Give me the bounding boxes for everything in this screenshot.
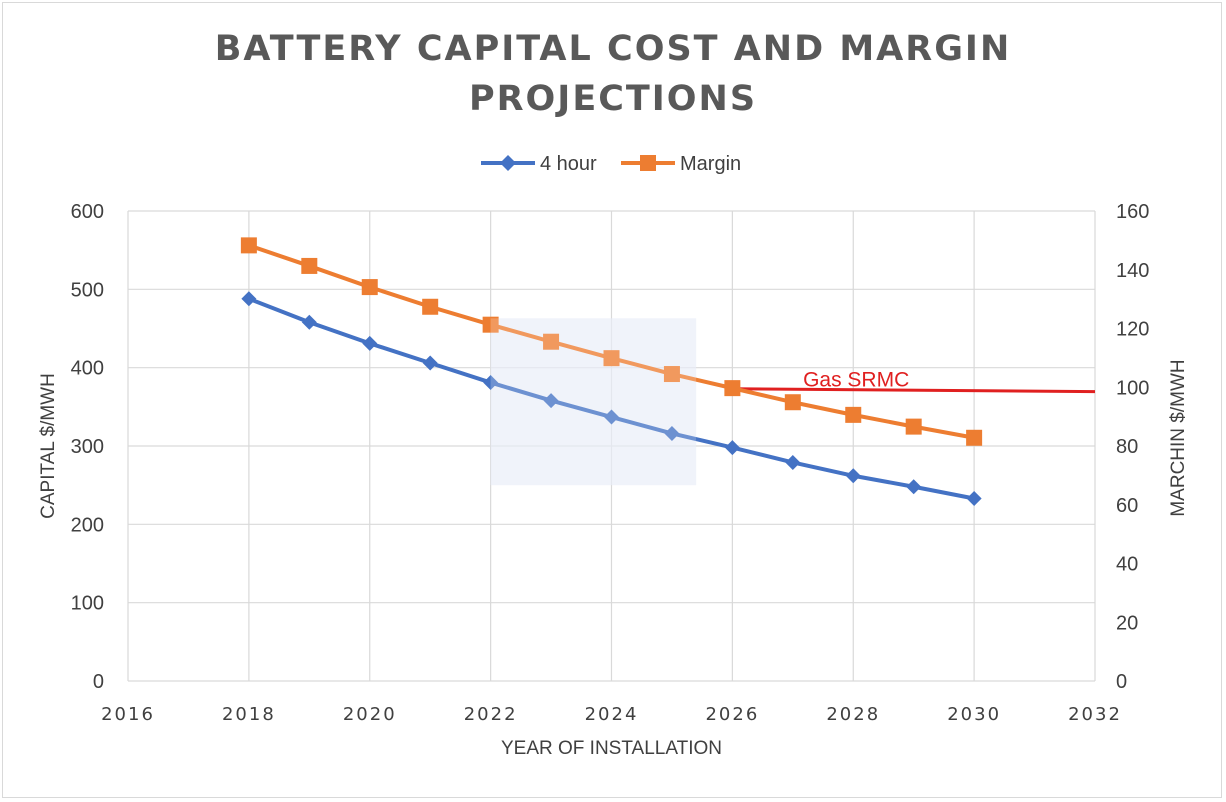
x-tick-label: 2026 bbox=[705, 704, 759, 725]
data-point-4-hour bbox=[785, 454, 801, 470]
data-point-margin bbox=[966, 429, 983, 446]
y-right-tick-label: 0 bbox=[1116, 671, 1127, 693]
data-point-margin bbox=[603, 350, 620, 367]
x-tick-label: 2028 bbox=[826, 704, 880, 725]
y-left-tick-label: 600 bbox=[71, 201, 104, 223]
y-right-tick-label: 160 bbox=[1116, 201, 1149, 223]
data-point-4-hour bbox=[966, 490, 982, 506]
data-point-margin bbox=[301, 257, 318, 274]
y-right-tick-label: 60 bbox=[1116, 495, 1138, 517]
highlight-region bbox=[490, 318, 697, 486]
data-point-margin bbox=[784, 394, 801, 411]
data-point-margin bbox=[724, 380, 741, 397]
y-right-tick-label: 20 bbox=[1116, 612, 1138, 634]
legend-label-4-hour: 4 hour bbox=[540, 153, 597, 175]
y-right-axis-label: MARCHIN $/MWH bbox=[1168, 359, 1189, 516]
data-point-margin bbox=[482, 316, 499, 333]
data-point-4-hour bbox=[543, 393, 559, 409]
data-point-4-hour bbox=[301, 314, 317, 330]
y-right-tick-label: 40 bbox=[1116, 554, 1138, 576]
legend-marker-margin bbox=[640, 155, 656, 171]
data-point-margin bbox=[905, 418, 922, 435]
y-right-tick-label: 100 bbox=[1116, 377, 1149, 399]
data-point-4-hour bbox=[422, 355, 438, 371]
data-point-4-hour bbox=[724, 440, 740, 456]
y-left-tick-label: 100 bbox=[71, 593, 104, 615]
y-right-tick-label: 120 bbox=[1116, 319, 1149, 341]
data-point-margin bbox=[361, 279, 378, 296]
chart-title-line: BATTERY CAPITAL COST AND MARGIN bbox=[215, 29, 1012, 69]
data-point-4-hour bbox=[906, 479, 922, 495]
y-left-tick-label: 200 bbox=[71, 514, 104, 536]
legend-marker-4-hour bbox=[500, 155, 516, 171]
y-left-tick-label: 0 bbox=[93, 671, 104, 693]
x-tick-label: 2022 bbox=[464, 704, 518, 725]
data-point-margin bbox=[663, 366, 680, 383]
gas-srmc-line bbox=[732, 387, 1096, 394]
x-tick-label: 2018 bbox=[222, 704, 276, 725]
y-left-tick-label: 400 bbox=[71, 358, 104, 380]
y-right-tick-label: 140 bbox=[1116, 260, 1149, 282]
data-point-4-hour bbox=[604, 409, 619, 425]
gas-srmc-label: Gas SRMC bbox=[803, 369, 909, 392]
x-tick-label: 2020 bbox=[343, 704, 397, 725]
x-tick-label: 2032 bbox=[1068, 704, 1122, 725]
chart-title-line: PROJECTIONS bbox=[469, 79, 757, 119]
y-left-tick-label: 500 bbox=[71, 279, 104, 301]
data-point-margin bbox=[845, 406, 862, 423]
data-point-margin bbox=[543, 333, 560, 350]
y-left-tick-label: 300 bbox=[71, 436, 104, 458]
data-point-4-hour bbox=[664, 425, 680, 441]
x-tick-label: 2024 bbox=[585, 704, 639, 725]
data-point-4-hour bbox=[362, 335, 378, 351]
x-tick-label: 2016 bbox=[101, 704, 155, 725]
highlight-overlay bbox=[490, 318, 697, 486]
y-right-tick-label: 80 bbox=[1116, 436, 1138, 458]
data-point-4-hour bbox=[483, 375, 499, 391]
data-point-4-hour bbox=[845, 468, 861, 484]
y-left-axis-label: CAPITAL $/MWH bbox=[38, 373, 59, 519]
x-tick-label: 2030 bbox=[947, 704, 1001, 725]
x-axis-label: YEAR OF INSTALLATION bbox=[501, 738, 722, 759]
data-point-4-hour bbox=[241, 291, 257, 307]
data-point-margin bbox=[240, 237, 257, 254]
data-point-margin bbox=[422, 298, 439, 315]
legend-label-margin: Margin bbox=[680, 153, 741, 175]
